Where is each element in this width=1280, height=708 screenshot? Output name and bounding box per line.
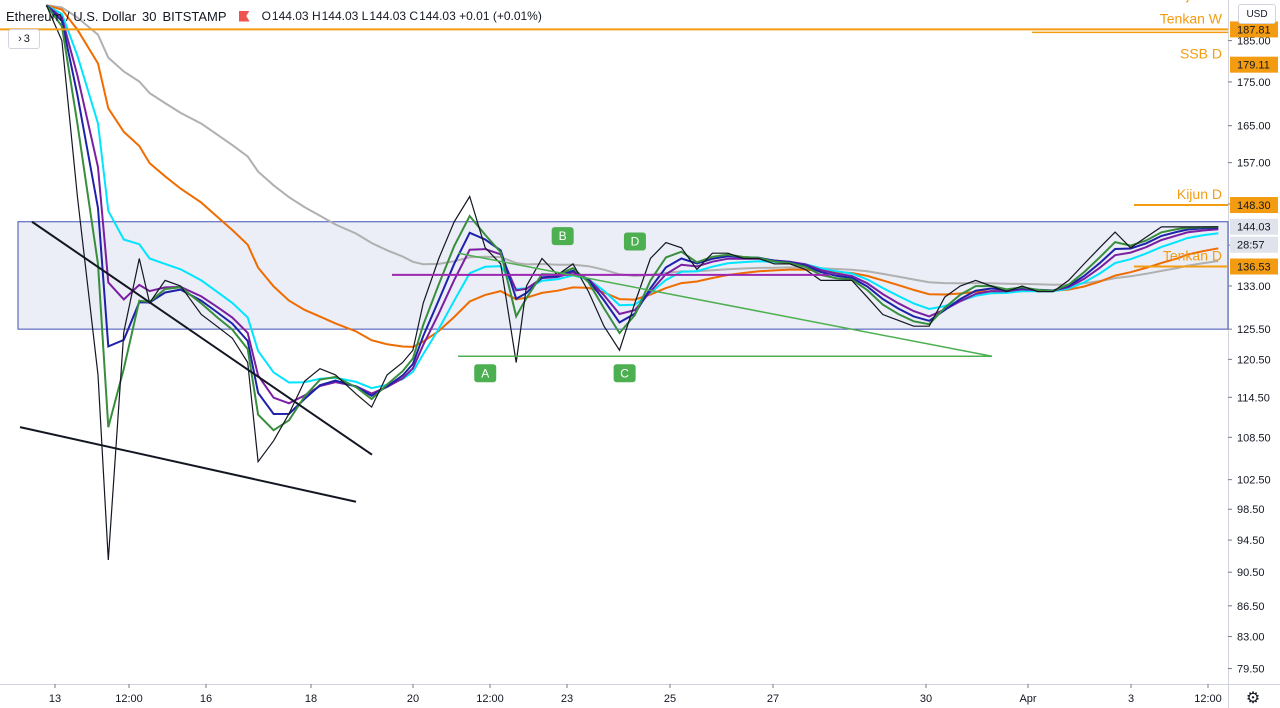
- price-label-text: 28:57: [1237, 240, 1265, 252]
- y-tick-label: 125.50: [1237, 324, 1271, 336]
- price-label-bg: [1230, 56, 1278, 73]
- level-label-kijun-d: Kijun D: [1177, 186, 1222, 202]
- y-tick-label: 157.00: [1237, 158, 1271, 170]
- price-label-bg: [1230, 218, 1278, 235]
- y-tick-label: 133.00: [1237, 281, 1271, 293]
- price-label-kijun-d: 148.30: [1230, 197, 1278, 214]
- level-label-tenkan-d: Tenkan D: [1163, 248, 1222, 264]
- y-tick-label: 79.50: [1237, 664, 1265, 676]
- pattern-marker-bg: [551, 227, 574, 246]
- price-label-text: 179.11: [1237, 60, 1270, 72]
- x-tick-label: 16: [200, 693, 212, 705]
- y-tick-label: 102.50: [1237, 475, 1271, 487]
- x-tick-label: 13: [49, 693, 61, 705]
- price-label-text: 148.30: [1237, 200, 1271, 212]
- y-tick-label: 86.50: [1237, 601, 1265, 613]
- price-label-tenkan-w: 187.81: [1230, 21, 1278, 38]
- x-tick-label: 3: [1128, 693, 1134, 705]
- price-label-tenkan-d: 136.53: [1230, 258, 1278, 275]
- price-label-ssb-d: 179.11: [1230, 56, 1278, 73]
- price-label-last: 144.03: [1230, 218, 1278, 235]
- y-tick-label: 83.00: [1237, 632, 1265, 644]
- y-tick-label: 120.50: [1237, 354, 1271, 366]
- indicator-count: 3: [23, 33, 30, 45]
- y-tick-label: 94.50: [1237, 535, 1265, 547]
- y-tick-label: 108.50: [1237, 432, 1271, 444]
- ma-purple-line: [45, 4, 1219, 405]
- high-value: 144.03: [321, 9, 359, 23]
- ma-cyan-line: [45, 4, 1219, 390]
- pattern-marker-label: B: [559, 229, 567, 243]
- flag-icon: [238, 10, 250, 22]
- chart-legend: Ethereum / U.S. Dollar 30 BITSTAMP O144.…: [6, 6, 542, 26]
- price-label-text: 187.81: [1237, 24, 1271, 36]
- currency-button[interactable]: USD: [1238, 4, 1276, 24]
- y-tick-label: 98.50: [1237, 504, 1265, 516]
- level-label-kijun-w: Kijun W: [1174, 0, 1223, 2]
- pattern-marker-bg: [613, 364, 636, 383]
- x-tick-label: 12:00: [115, 693, 143, 705]
- y-tick-label: 90.50: [1237, 567, 1265, 579]
- pattern-marker-bg: [623, 232, 646, 251]
- symbol-name[interactable]: Ethereum / U.S. Dollar: [6, 8, 137, 24]
- ma-green-line: [45, 4, 1219, 432]
- gear-icon[interactable]: ⚙: [1245, 690, 1261, 707]
- close-value: 144.03: [419, 9, 456, 23]
- y-tick-label: 165.00: [1237, 121, 1271, 133]
- x-tick-label: 20: [407, 693, 419, 705]
- y-tick-label: 175.00: [1237, 77, 1271, 89]
- open-value: 144.03: [271, 9, 309, 23]
- x-tick-label: 12:00: [1194, 693, 1222, 705]
- price-label-bg: [1230, 21, 1278, 38]
- x-tick-label: 30: [920, 693, 932, 705]
- x-tick-label: 27: [767, 693, 779, 705]
- exchange-label: BITSTAMP: [162, 8, 227, 24]
- pattern-marker-label: C: [620, 366, 629, 380]
- x-tick-label: 18: [305, 693, 317, 705]
- ohlc-values: O144.03 H144.03 L144.03 C144.03 +0.01 (+…: [261, 9, 542, 23]
- pattern-marker-bg: [474, 364, 497, 383]
- pattern-marker-label: D: [631, 235, 640, 249]
- pattern-marker-a: A: [474, 364, 497, 383]
- level-label-ssb-d: SSB D: [1180, 46, 1222, 62]
- y-tick-label: 185.00: [1237, 36, 1271, 48]
- price-label-bg: [1230, 197, 1278, 214]
- low-value: 144.03: [369, 9, 407, 23]
- price-label-text: 136.53: [1237, 262, 1271, 274]
- triangle-top: [457, 252, 993, 358]
- price-label-bg: [1230, 258, 1278, 275]
- pattern-marker-c: C: [613, 364, 636, 383]
- x-tick-label: 25: [664, 693, 676, 705]
- pattern-marker-label: A: [481, 366, 489, 380]
- interval-label[interactable]: 30: [142, 8, 157, 24]
- y-tick-label: 114.50: [1237, 392, 1270, 404]
- price-line: [45, 5, 1219, 561]
- x-tick-label: 12:00: [476, 693, 504, 705]
- pattern-marker-d: D: [623, 232, 646, 251]
- price-label-countdown: 28:57: [1230, 236, 1278, 253]
- x-tick-label: Apr: [1019, 693, 1036, 705]
- chevron-right-icon: ›: [18, 33, 22, 45]
- price-label-bg: [1230, 236, 1278, 253]
- change-value: +0.01 (+0.01%): [459, 9, 542, 23]
- trendline-upper: [31, 220, 373, 456]
- indicator-toggle-button[interactable]: › 3: [8, 29, 40, 49]
- price-label-text: 144.03: [1237, 222, 1271, 234]
- level-label-tenkan-w: Tenkan W: [1160, 10, 1223, 26]
- x-tick-label: 23: [561, 693, 573, 705]
- trendline-lower: [19, 426, 357, 503]
- pattern-marker-b: B: [551, 227, 574, 246]
